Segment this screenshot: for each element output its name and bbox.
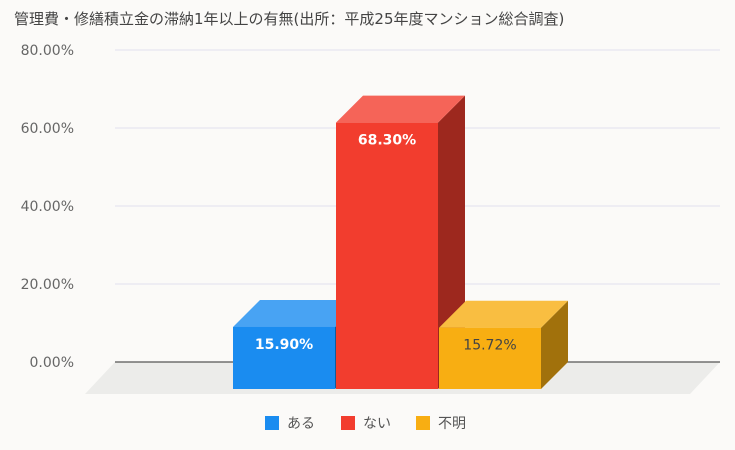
legend-label: ない	[363, 416, 391, 432]
legend-item-ある[interactable]: ある	[265, 416, 315, 432]
bar-front-face	[336, 122, 438, 389]
legend-swatch	[265, 416, 279, 430]
legend-swatch	[341, 416, 355, 430]
legend-swatch	[416, 416, 430, 430]
y-tick-label: 40.00%	[21, 199, 74, 215]
bar-front-face	[233, 326, 335, 389]
bar-top-face	[233, 299, 362, 327]
legend[interactable]: ある ない 不明	[265, 416, 466, 432]
legend-item-ない[interactable]: ない	[341, 416, 391, 432]
legend-item-不明[interactable]: 不明	[416, 416, 466, 432]
legend-label: 不明	[438, 416, 466, 432]
y-tick-label: 60.00%	[21, 121, 74, 137]
y-tick-label: 0.00%	[30, 355, 74, 371]
y-axis-labels: 0.00% 20.00% 40.00% 60.00% 80.00%	[21, 43, 74, 371]
data-label: 68.30%	[358, 133, 416, 149]
data-label: 15.90%	[255, 337, 313, 353]
chart-title: 管理費・修繕積立金の滞納1年以上の有無(出所：平成25年度マンション総合調査)	[14, 10, 565, 28]
bar-top-face	[439, 300, 568, 328]
bar-side-face	[541, 300, 568, 389]
bars: 15.90% 68.30% 15.72%	[233, 95, 568, 389]
bar-ない[interactable]: 68.30%	[336, 95, 465, 389]
y-tick-label: 20.00%	[21, 277, 74, 293]
bar-top-face	[336, 95, 465, 123]
legend-label: ある	[287, 416, 315, 432]
y-tick-label: 80.00%	[21, 43, 74, 59]
bar-front-face	[439, 327, 541, 389]
data-label: 15.72%	[463, 338, 516, 354]
bar-不明[interactable]: 15.72%	[439, 300, 568, 389]
